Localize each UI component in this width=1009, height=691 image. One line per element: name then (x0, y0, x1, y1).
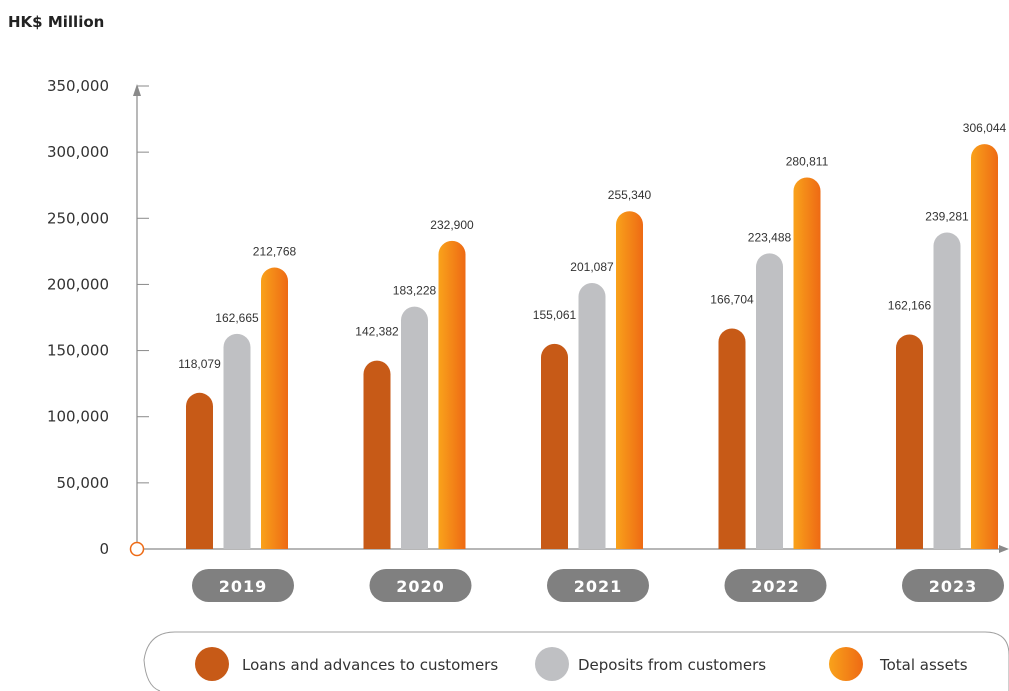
x-tick-label-2023: 2023 (929, 577, 978, 596)
legend-swatch-assets (829, 647, 863, 681)
data-label-loans-2019: 118,079 (178, 357, 221, 371)
legend-label-loans: Loans and advances to customers (242, 656, 498, 674)
year-pills-layer: 2019 2020 2021 2022 2023 (192, 569, 1004, 602)
data-labels-layer: 118,079 162,665 212,768 142,382 183,228 232,9… (178, 121, 1006, 371)
data-label-deposits-2019: 162,665 (215, 311, 259, 325)
bar-deposits-2021 (578, 282, 606, 549)
bar-deposits-2022 (756, 253, 783, 550)
x-tick-label-2020: 2020 (396, 577, 445, 596)
year-pill-2020 (369, 569, 472, 602)
legend-swatch-loans (195, 647, 229, 681)
x-tick-label-2022: 2022 (751, 577, 800, 596)
legend-label-assets: Total assets (879, 656, 968, 674)
data-label-assets-2021: 255,340 (608, 188, 652, 202)
bar-assets-2020 (438, 240, 466, 550)
bar-deposits-2020 (401, 306, 428, 549)
data-label-deposits-2021: 201,087 (570, 260, 614, 274)
bars-layer (186, 144, 998, 550)
data-label-deposits-2022: 223,488 (748, 230, 792, 244)
data-label-deposits-2023: 239,281 (925, 209, 969, 223)
y-tick-label: 250,000 (47, 209, 109, 227)
x-tick-label-2021: 2021 (574, 577, 623, 596)
legend-label-deposits: Deposits from customers (578, 656, 766, 674)
bar-deposits-2023 (933, 232, 961, 549)
data-label-assets-2023: 306,044 (963, 121, 1007, 135)
bar-assets-2023 (971, 144, 998, 549)
y-tick-label: 300,000 (47, 143, 109, 161)
data-label-loans-2022: 166,704 (710, 292, 754, 306)
x-tick-label-2019: 2019 (219, 577, 268, 596)
y-axis-arrow (133, 84, 141, 96)
bar-loans-2019 (186, 392, 213, 549)
bar-loans-2022 (718, 328, 746, 549)
bar-deposits-2019 (223, 333, 251, 549)
data-label-deposits-2020: 183,228 (393, 284, 437, 298)
bar-assets-2021 (616, 211, 643, 549)
y-tick-label: 350,000 (47, 77, 109, 95)
year-pill-2023 (902, 569, 1004, 602)
bar-loans-2020 (363, 360, 391, 549)
origin-marker (129, 541, 145, 557)
data-label-assets-2019: 212,768 (253, 245, 297, 259)
legend-swatch-deposits (535, 647, 569, 681)
y-tick-label: 100,000 (47, 408, 109, 426)
axis-layer: 0 50,000 100,000 150,000 200,000 250,000 300,0… (47, 77, 1009, 558)
bar-assets-2022 (793, 177, 821, 549)
data-label-loans-2023: 162,166 (888, 298, 932, 312)
data-label-loans-2020: 142,382 (355, 325, 399, 339)
y-tick-label: 150,000 (47, 342, 109, 360)
data-label-assets-2022: 280,811 (786, 155, 829, 169)
year-pill-2019 (192, 569, 294, 602)
bar-assets-2019 (261, 267, 288, 549)
y-tick-label: 200,000 (47, 275, 109, 293)
data-label-loans-2021: 155,061 (533, 308, 577, 322)
x-axis-arrow (999, 545, 1009, 553)
legend: Loans and advances to customers Deposits … (143, 631, 1009, 691)
bar-loans-2023 (896, 334, 923, 549)
year-pill-2021 (547, 569, 649, 602)
unit-label: HK$ Million (8, 13, 105, 31)
bar-loans-2021 (541, 343, 568, 549)
year-pill-2022 (724, 569, 827, 602)
y-tick-label: 50,000 (57, 474, 110, 492)
data-label-assets-2020: 232,900 (430, 218, 474, 232)
y-tick-label: 0 (99, 540, 109, 558)
